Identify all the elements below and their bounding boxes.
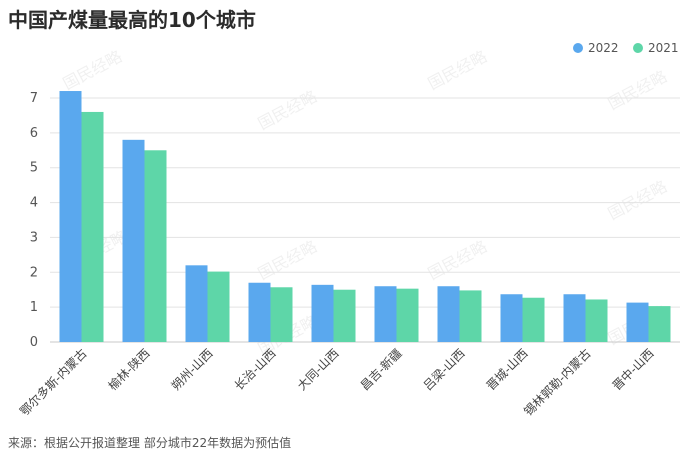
y-tick-label: 2 bbox=[30, 265, 38, 280]
bar-2022 bbox=[374, 286, 397, 342]
legend-label: 2021 bbox=[648, 41, 679, 55]
y-tick-label: 1 bbox=[30, 300, 38, 315]
y-tick-label: 0 bbox=[30, 335, 38, 350]
bar-2022 bbox=[437, 286, 460, 342]
legend-swatch bbox=[573, 43, 583, 53]
x-category-label: 晋城-山西 bbox=[484, 346, 531, 393]
watermark-text: 国民经略 bbox=[425, 47, 490, 94]
y-tick-label: 6 bbox=[30, 126, 38, 141]
y-tick-label: 7 bbox=[30, 91, 38, 106]
y-axis: 0 1 2 3 4 5 6 7 bbox=[30, 91, 38, 350]
x-category-label: 吕梁-山西 bbox=[420, 346, 468, 394]
chart-title: 中国产煤量最高的10个城市 bbox=[8, 8, 256, 32]
legend-label: 2022 bbox=[588, 41, 619, 55]
watermark-text: 国民经略 bbox=[425, 237, 490, 284]
bar-2022 bbox=[626, 302, 649, 342]
bar-2022 bbox=[311, 284, 334, 342]
y-tick-label: 3 bbox=[30, 230, 38, 245]
bar-2022 bbox=[59, 91, 82, 343]
legend: 2022 2021 bbox=[573, 41, 679, 55]
watermark-text: 国民经略 bbox=[255, 87, 320, 134]
watermark-text: 国民经略 bbox=[255, 237, 320, 284]
bar-2021 bbox=[522, 297, 545, 342]
legend-swatch bbox=[633, 43, 643, 53]
x-axis: 鄂尔多斯-内蒙古 榆林-陕西 朔州-山西 长治-山西 大同-山西 昌吉-新疆 吕梁-山西 晋城… bbox=[17, 346, 657, 419]
bars bbox=[59, 91, 671, 343]
bar-2021 bbox=[648, 306, 671, 342]
y-tick-label: 5 bbox=[30, 161, 38, 176]
bar-2022 bbox=[500, 294, 523, 342]
x-category-label: 大同-山西 bbox=[295, 346, 342, 393]
bar-2021 bbox=[333, 289, 356, 342]
y-tick-label: 4 bbox=[30, 196, 38, 211]
watermark-text: 国民经略 bbox=[60, 47, 125, 94]
x-category-label: 晋中-山西 bbox=[609, 346, 657, 394]
watermark-text: 国民经略 bbox=[605, 67, 670, 114]
bar-2021 bbox=[207, 271, 230, 342]
source-note: 来源：根据公开报道整理 部分城市22年数据为预估值 bbox=[8, 436, 292, 450]
x-category-label: 榆林-陕西 bbox=[105, 346, 153, 394]
bar-2021 bbox=[459, 290, 482, 342]
bar-2022 bbox=[563, 294, 586, 342]
bar-2022 bbox=[248, 282, 271, 342]
bar-2021 bbox=[396, 288, 419, 342]
x-category-label: 鄂尔多斯-内蒙古 bbox=[17, 346, 90, 419]
bar-2021 bbox=[81, 111, 104, 342]
bar-2021 bbox=[144, 150, 167, 342]
x-category-label: 锡林郭勒-内蒙古 bbox=[521, 346, 594, 419]
bar-2022 bbox=[185, 265, 208, 342]
bar-2021 bbox=[270, 287, 293, 342]
bar-2021 bbox=[585, 299, 608, 342]
watermark-text: 国民经略 bbox=[605, 177, 670, 224]
x-category-label: 朔州-山西 bbox=[168, 346, 216, 394]
bar-2022 bbox=[122, 139, 145, 342]
x-category-label: 昌吉-新疆 bbox=[357, 346, 405, 394]
x-category-label: 长治-山西 bbox=[232, 346, 279, 393]
